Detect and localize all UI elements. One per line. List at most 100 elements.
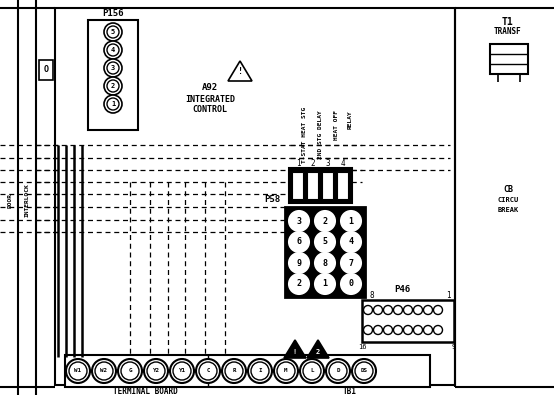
Text: O: O bbox=[44, 66, 49, 75]
Circle shape bbox=[383, 305, 392, 314]
Circle shape bbox=[341, 253, 361, 273]
Circle shape bbox=[352, 359, 376, 383]
Bar bbox=[337, 172, 348, 199]
Text: 2: 2 bbox=[316, 349, 320, 355]
Circle shape bbox=[107, 26, 119, 38]
Circle shape bbox=[300, 359, 324, 383]
Text: TRANSF: TRANSF bbox=[494, 28, 522, 36]
Bar bbox=[88, 20, 138, 130]
Text: DOOR: DOOR bbox=[8, 192, 13, 207]
Text: 3: 3 bbox=[111, 65, 115, 71]
Circle shape bbox=[329, 362, 347, 380]
Bar bbox=[292, 172, 303, 199]
Text: 2: 2 bbox=[111, 83, 115, 89]
Text: T1: T1 bbox=[502, 17, 514, 27]
Text: W1: W1 bbox=[74, 369, 81, 374]
Bar bbox=[39, 60, 53, 80]
Circle shape bbox=[144, 359, 168, 383]
Text: 8: 8 bbox=[370, 290, 375, 299]
Text: 4: 4 bbox=[348, 237, 353, 246]
Circle shape bbox=[315, 232, 335, 252]
Circle shape bbox=[355, 362, 373, 380]
Circle shape bbox=[289, 274, 309, 294]
Text: TB1: TB1 bbox=[343, 387, 357, 395]
Circle shape bbox=[104, 77, 122, 95]
Text: M: M bbox=[284, 369, 288, 374]
Circle shape bbox=[222, 359, 246, 383]
Circle shape bbox=[289, 253, 309, 273]
Circle shape bbox=[107, 80, 119, 92]
Circle shape bbox=[341, 211, 361, 231]
Circle shape bbox=[248, 359, 272, 383]
Text: Y1: Y1 bbox=[178, 369, 186, 374]
Circle shape bbox=[393, 325, 403, 335]
Text: BREAK: BREAK bbox=[497, 207, 519, 213]
Text: R: R bbox=[232, 369, 236, 374]
Text: CIRCU: CIRCU bbox=[497, 197, 519, 203]
Bar bbox=[65, 355, 430, 387]
Text: 1: 1 bbox=[322, 280, 327, 288]
Text: P156: P156 bbox=[102, 9, 124, 19]
Circle shape bbox=[199, 362, 217, 380]
Text: T-STAT HEAT STG: T-STAT HEAT STG bbox=[302, 107, 307, 163]
Circle shape bbox=[274, 359, 298, 383]
Circle shape bbox=[303, 362, 321, 380]
Text: P46: P46 bbox=[394, 286, 410, 295]
Text: 9: 9 bbox=[452, 344, 456, 350]
Text: Y2: Y2 bbox=[152, 369, 160, 374]
Text: 6: 6 bbox=[296, 237, 301, 246]
Text: I: I bbox=[258, 369, 261, 374]
Text: 1: 1 bbox=[296, 158, 300, 167]
Text: 7: 7 bbox=[348, 258, 353, 267]
Text: TERMINAL BOARD: TERMINAL BOARD bbox=[112, 387, 177, 395]
Text: W2: W2 bbox=[100, 369, 107, 374]
Text: 5: 5 bbox=[111, 29, 115, 35]
Text: A92: A92 bbox=[202, 83, 218, 92]
Circle shape bbox=[315, 211, 335, 231]
Text: L: L bbox=[310, 369, 314, 374]
Text: 0: 0 bbox=[348, 280, 353, 288]
Text: 3: 3 bbox=[296, 216, 301, 226]
Circle shape bbox=[326, 359, 350, 383]
Circle shape bbox=[104, 59, 122, 77]
Text: 4: 4 bbox=[111, 47, 115, 53]
Text: 1: 1 bbox=[445, 290, 450, 299]
Circle shape bbox=[173, 362, 191, 380]
Text: 2: 2 bbox=[296, 280, 301, 288]
Text: P58: P58 bbox=[264, 196, 280, 205]
Text: 9: 9 bbox=[296, 258, 301, 267]
Circle shape bbox=[383, 325, 392, 335]
Circle shape bbox=[147, 362, 165, 380]
Text: 2: 2 bbox=[322, 216, 327, 226]
Circle shape bbox=[363, 305, 372, 314]
Text: RELAY: RELAY bbox=[347, 111, 352, 130]
Circle shape bbox=[315, 253, 335, 273]
Text: !: ! bbox=[293, 349, 297, 355]
Circle shape bbox=[66, 359, 90, 383]
Text: HEAT OFF: HEAT OFF bbox=[334, 110, 338, 140]
Text: 2ND STG DELAY: 2ND STG DELAY bbox=[317, 111, 322, 159]
Circle shape bbox=[170, 359, 194, 383]
Circle shape bbox=[251, 362, 269, 380]
Circle shape bbox=[196, 359, 220, 383]
Bar bbox=[307, 172, 318, 199]
Polygon shape bbox=[284, 340, 306, 358]
Text: !: ! bbox=[238, 68, 243, 77]
Text: !: ! bbox=[293, 349, 297, 355]
Circle shape bbox=[69, 362, 87, 380]
Circle shape bbox=[433, 305, 443, 314]
Text: 3: 3 bbox=[326, 158, 330, 167]
Circle shape bbox=[104, 23, 122, 41]
Text: 1: 1 bbox=[348, 216, 353, 226]
Circle shape bbox=[423, 305, 433, 314]
Text: D: D bbox=[336, 369, 340, 374]
Text: INTEGRATED: INTEGRATED bbox=[185, 96, 235, 105]
Text: 4: 4 bbox=[341, 158, 345, 167]
Circle shape bbox=[107, 44, 119, 56]
Bar bbox=[55, 8, 455, 385]
Text: 2: 2 bbox=[311, 158, 315, 167]
Bar bbox=[362, 300, 454, 342]
Text: CB: CB bbox=[503, 186, 513, 194]
Circle shape bbox=[341, 232, 361, 252]
Circle shape bbox=[341, 274, 361, 294]
